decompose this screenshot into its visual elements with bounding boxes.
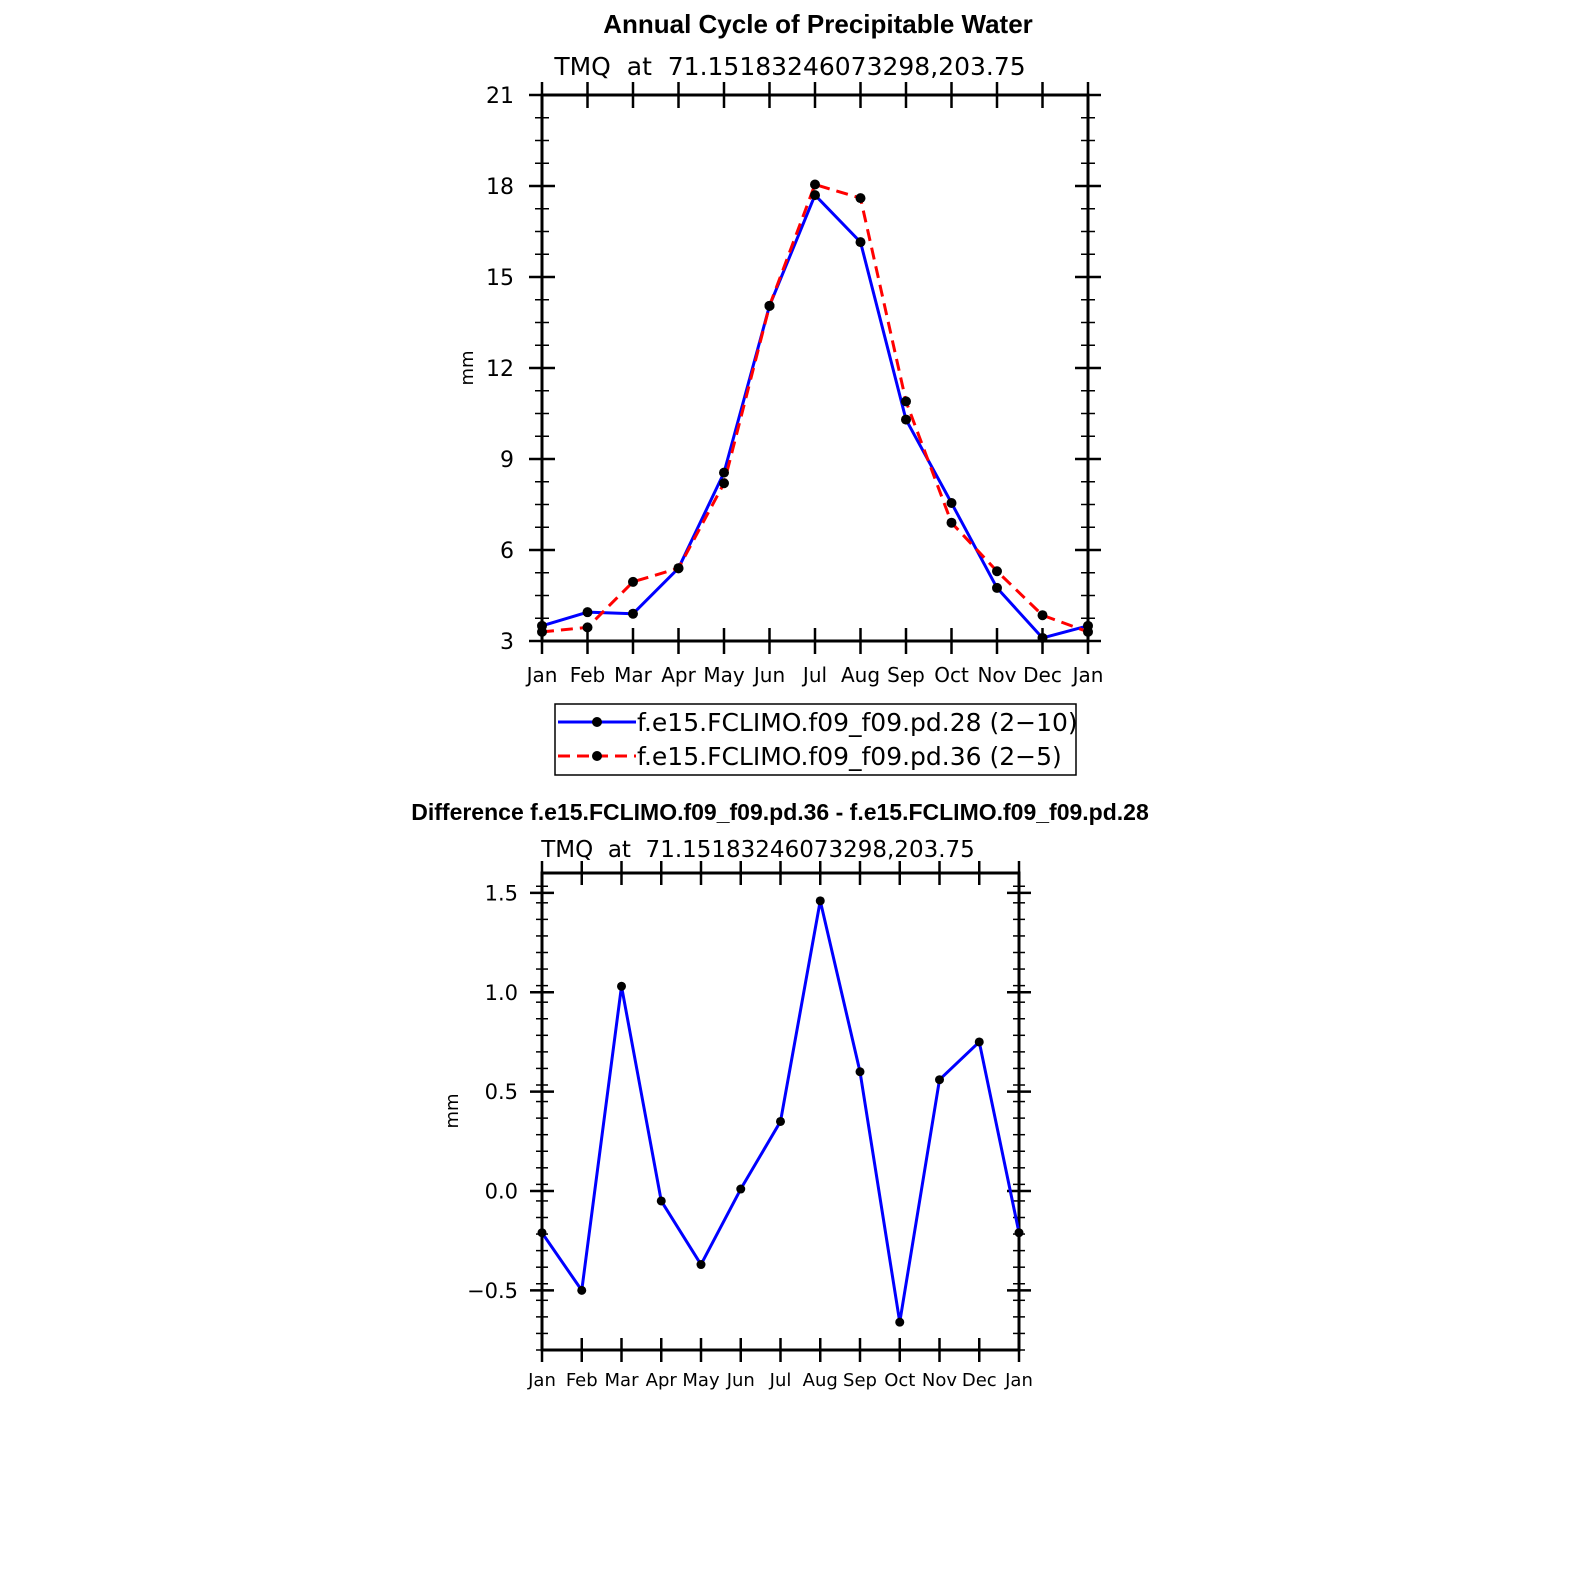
x-tick-label: Sep [843, 1370, 877, 1391]
y-tick-label: 1.5 [485, 881, 518, 905]
difference-axes-ticks: Jan Feb Mar Apr May Jun Jul Aug Sep Oct Nov Dec Jan −… [467, 861, 1033, 1391]
x-tick-label: May [703, 663, 745, 687]
difference-plot-frame [540, 871, 1021, 1352]
x-tick-label: Jul [801, 663, 827, 687]
x-tick-label: May [682, 1370, 720, 1391]
x-tick-label: Mar [614, 663, 653, 687]
data-point-series-1 [1037, 632, 1048, 643]
data-point-series-1 [719, 467, 729, 478]
data-point-series-1 [855, 237, 866, 248]
data-point-series-1 [974, 1037, 984, 1047]
series-line-2 [541, 182, 1089, 634]
data-point-series-2 [992, 566, 1002, 577]
series-line-1 [540, 899, 1021, 1324]
difference-series-lines [537, 896, 1024, 1327]
data-point-series-1 [537, 1228, 547, 1238]
series-line-1 [541, 193, 1089, 640]
data-point-series-1 [935, 1075, 944, 1085]
data-point-series-2 [537, 626, 547, 637]
data-point-series-1 [656, 1196, 666, 1206]
legend-marker-series-2 [592, 751, 602, 761]
difference-panel: Difference f.e15.FCLIMO.f09_f09.pd.36 - … [411, 799, 1149, 1391]
data-point-series-2 [810, 179, 820, 190]
x-tick-label: Mar [605, 1370, 640, 1391]
x-tick-label: Jan [1071, 663, 1104, 687]
difference-title: Difference f.e15.FCLIMO.f09_f09.pd.36 - … [411, 799, 1149, 825]
plot-frame [540, 93, 1090, 643]
legend-label-series-2: f.e15.FCLIMO.f09_f09.pd.36 (2−5) [637, 742, 1062, 771]
annual-cycle-panel: Annual Cycle of Precipitable Water TMQ a… [457, 9, 1103, 776]
data-point-series-2 [764, 300, 775, 311]
y-tick-label: 18 [486, 175, 514, 200]
x-tick-label: Aug [841, 663, 880, 687]
legend: f.e15.FCLIMO.f09_f09.pd.28 (2−10) f.e15.… [554, 703, 1078, 776]
x-tick-label: Dec [962, 1370, 997, 1391]
y-tick-label: 1.0 [485, 981, 518, 1005]
x-tick-label: Jan [527, 1370, 556, 1391]
x-tick-label: Feb [566, 1370, 598, 1391]
data-point-series-2 [582, 622, 593, 633]
x-tick-label: Oct [934, 663, 969, 687]
y-tick-label: −0.5 [467, 1279, 518, 1303]
x-tick-label: Aug [803, 1370, 838, 1391]
y-tick-label: 15 [486, 266, 514, 291]
y-tick-label: 0.0 [485, 1180, 518, 1204]
x-tick-label: Jun [726, 1370, 755, 1391]
data-point-series-1 [946, 497, 957, 508]
chart-subtitle: TMQ at 71.15183246073298,203.75 [553, 52, 1025, 81]
legend-label-series-1: f.e15.FCLIMO.f09_f09.pd.28 (2−10) [637, 708, 1078, 737]
y-axis-label: mm [457, 350, 478, 385]
data-point-series-1 [582, 607, 593, 618]
data-point-series-1 [815, 896, 825, 906]
data-point-series-2 [1083, 626, 1093, 637]
data-point-series-2 [901, 396, 911, 407]
y-tick-label: 0.5 [485, 1080, 518, 1104]
y-tick-label: 9 [500, 448, 514, 473]
data-point-series-1 [617, 981, 626, 991]
x-tick-label: Nov [922, 1370, 957, 1391]
data-point-series-1 [901, 414, 911, 425]
x-tick-label: Jun [752, 663, 785, 687]
data-point-series-1 [855, 1067, 865, 1077]
chart-title: Annual Cycle of Precipitable Water [603, 9, 1033, 39]
x-tick-label: Apr [661, 663, 696, 687]
data-point-series-1 [776, 1116, 785, 1126]
x-tick-label: Apr [646, 1370, 678, 1391]
difference-subtitle: TMQ at 71.15183246073298,203.75 [540, 837, 975, 863]
series-lines [537, 179, 1093, 643]
data-point-series-2 [855, 193, 866, 204]
y-tick-label: 3 [500, 630, 514, 655]
data-point-series-2 [719, 478, 729, 489]
difference-y-axis-label: mm [442, 1093, 463, 1128]
data-point-series-1 [577, 1285, 587, 1295]
data-point-series-2 [946, 517, 957, 528]
x-tick-label: Dec [1023, 663, 1062, 687]
legend-box [554, 703, 1077, 776]
x-tick-label: Oct [884, 1370, 915, 1391]
x-tick-label: Nov [977, 663, 1016, 687]
x-tick-label: Feb [570, 663, 605, 687]
legend-marker-series-1 [592, 717, 602, 727]
x-tick-label: Jul [769, 1370, 792, 1391]
data-point-series-1 [895, 1317, 905, 1327]
x-tick-label: Jan [525, 663, 558, 687]
data-point-series-1 [992, 582, 1002, 593]
data-point-series-2 [628, 576, 638, 587]
data-point-series-2 [673, 563, 684, 574]
data-point-series-1 [736, 1184, 746, 1194]
y-tick-label: 12 [486, 357, 514, 382]
data-point-series-1 [696, 1260, 706, 1270]
data-point-series-1 [628, 608, 638, 619]
axes-ticks: Jan Feb Mar Apr May Jun Jul Aug Sep Oct Nov Dec Jan 3… [486, 82, 1103, 687]
y-tick-label: 21 [486, 84, 514, 109]
y-tick-label: 6 [500, 539, 514, 564]
x-tick-label: Jan [1004, 1370, 1033, 1391]
x-tick-label: Sep [887, 663, 925, 687]
data-point-series-2 [1037, 610, 1048, 621]
data-point-series-1 [1014, 1228, 1024, 1238]
data-point-series-1 [810, 190, 820, 201]
